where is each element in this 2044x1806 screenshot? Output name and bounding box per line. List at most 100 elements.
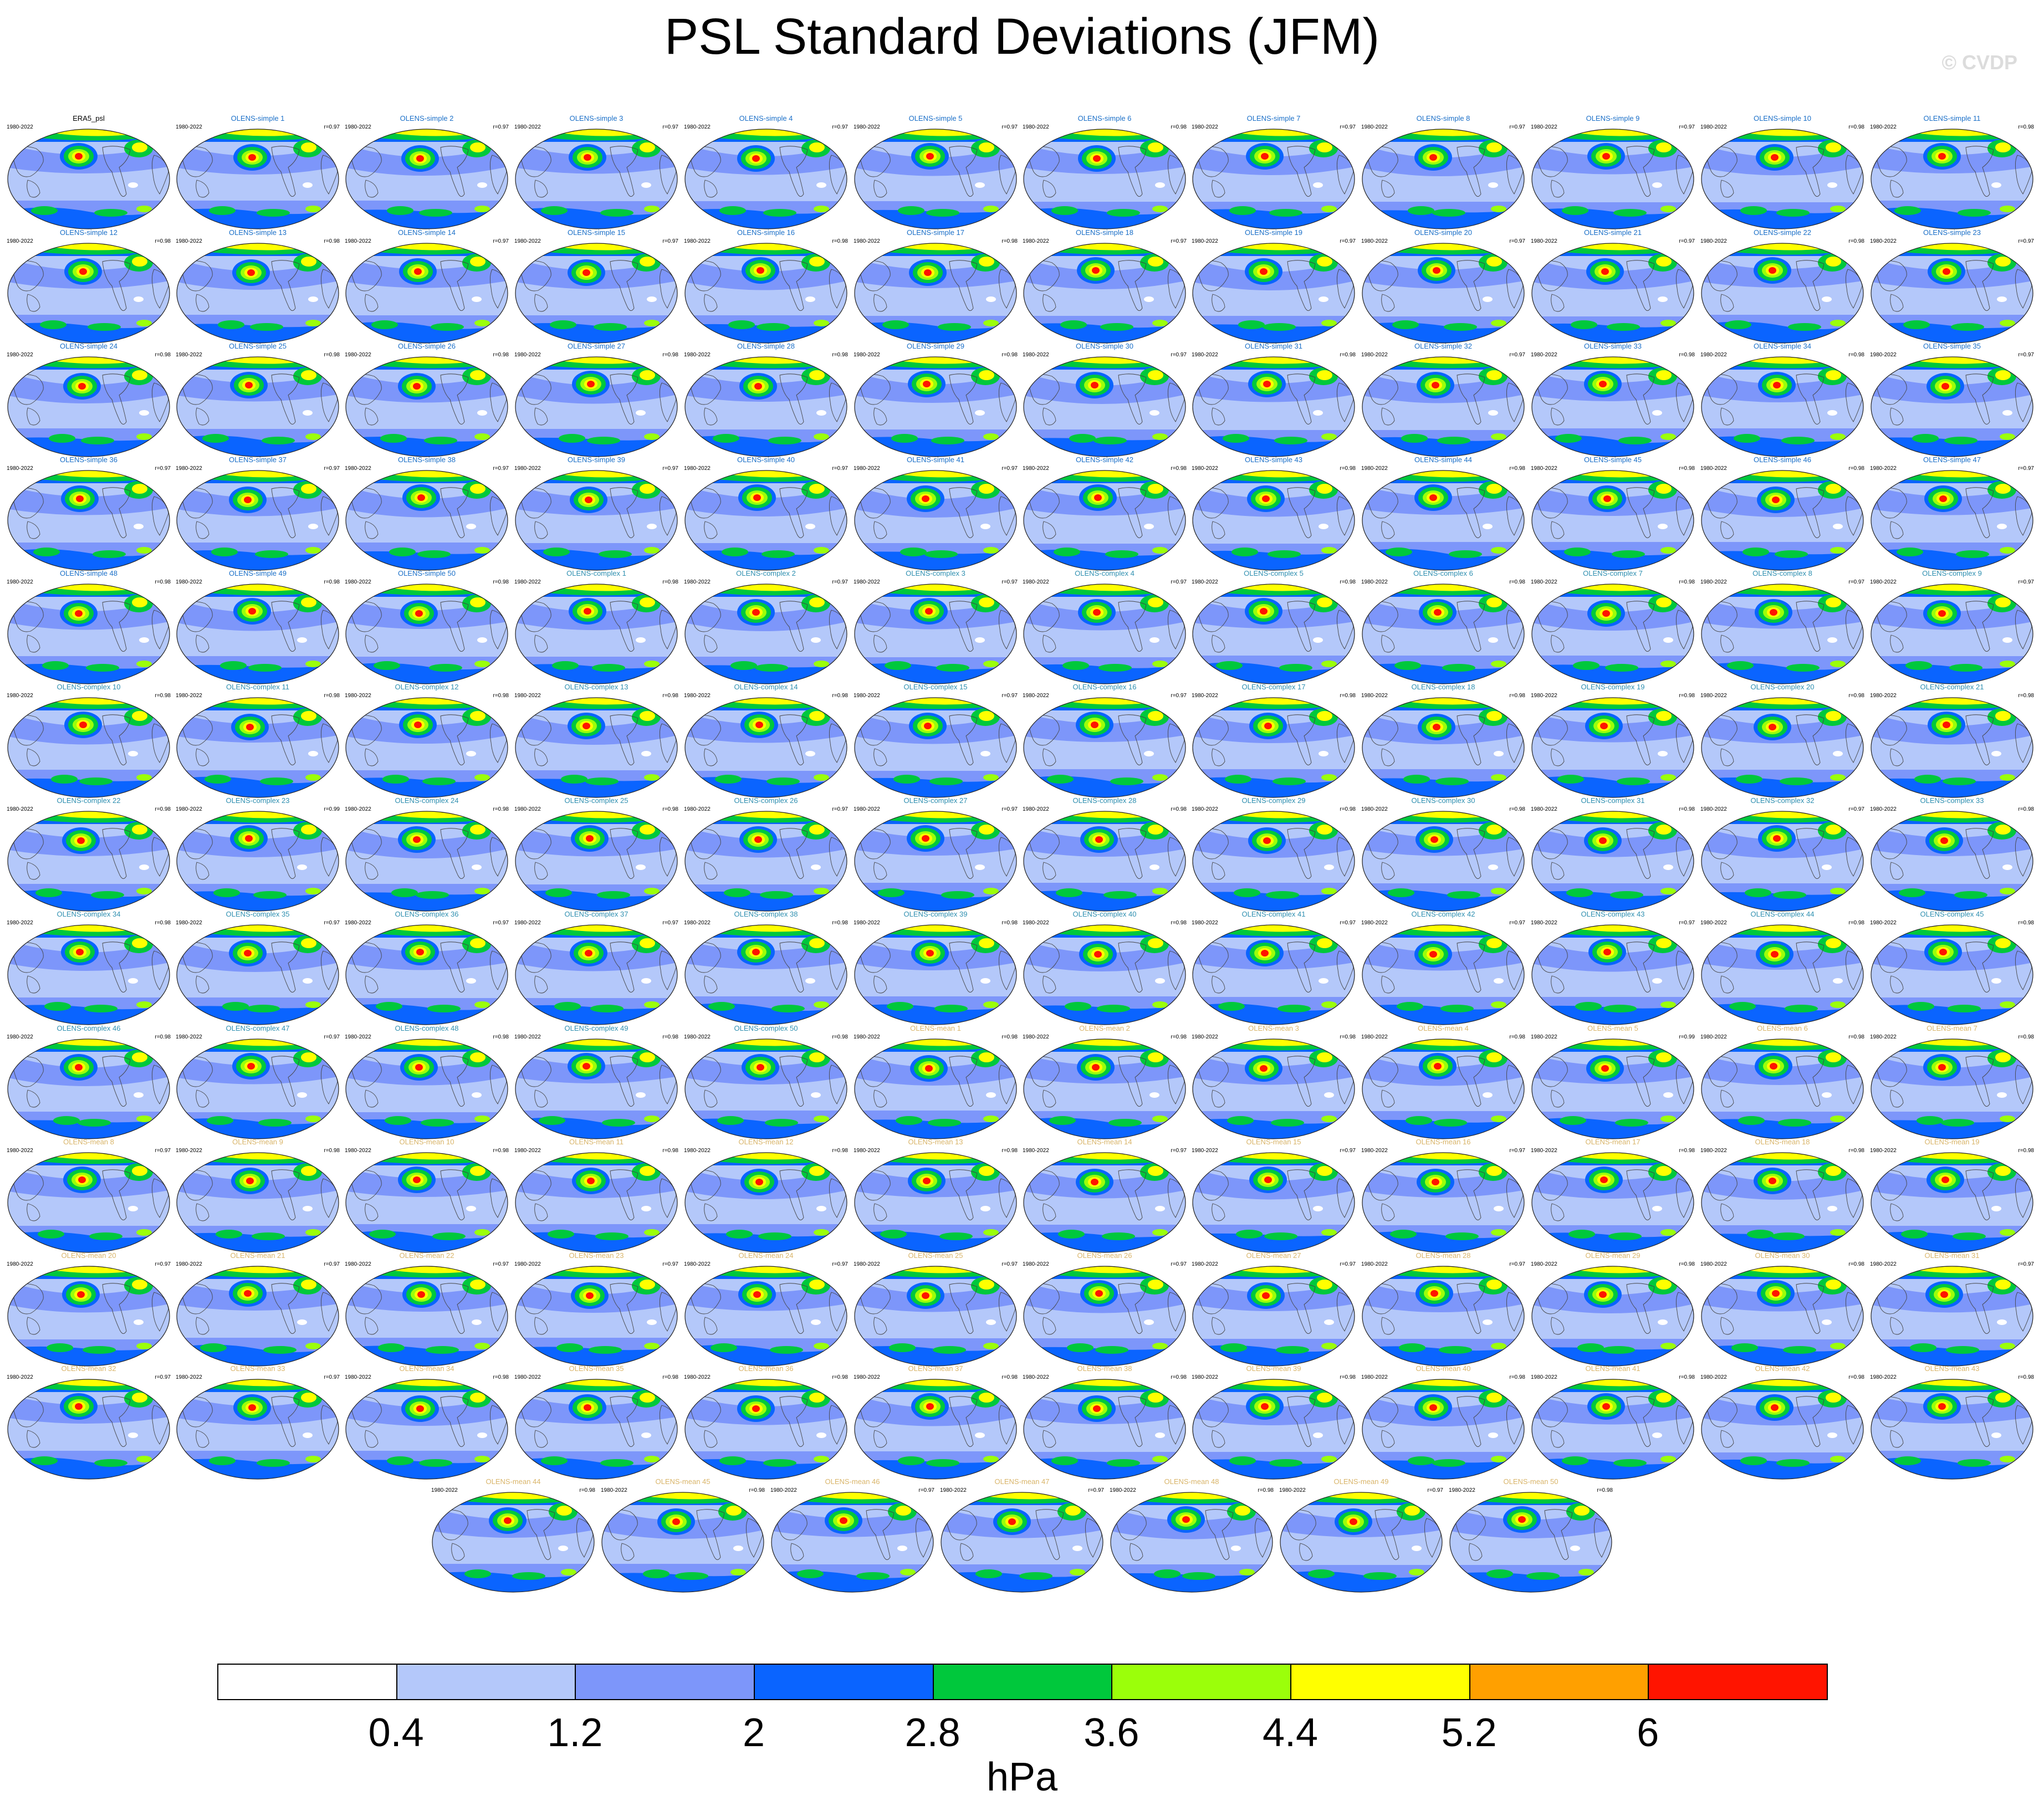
map-contour-plot [684,356,847,457]
panel-correlation: r=0.97 [493,238,509,244]
map-so-patch [713,434,739,443]
panel-correlation: r=0.98 [1848,124,1864,130]
map-npac-core [1770,609,1777,616]
panel-correlation: r=0.98 [1171,1034,1187,1040]
map-border [515,697,678,798]
map-so-patch [763,209,796,217]
panel-years: 1980-2022 [684,124,711,130]
map-arctic-red [1480,584,1521,590]
panel-correlation: r=0.98 [662,1148,678,1154]
panel-years: 1980-2022 [7,579,33,585]
map-panel: OLENS-simple 27 1980-2022 r=0.98 [513,342,679,458]
map-arctic-red [816,584,844,590]
map-arctic-red [1991,584,2030,590]
map-natl-core [1656,597,1672,607]
map-npac-core [245,382,253,388]
map-so-patch [1613,209,1647,217]
map-npac-core [1434,1063,1442,1070]
map-arctic-red [1478,243,1521,249]
panel-title: OLENS-simple 31 [1244,342,1303,350]
map-border [1023,584,1186,684]
map-coastline-americas [440,374,469,424]
map-arctic-red [1654,1153,1690,1158]
map-border [1531,470,1694,571]
map-so-patch [728,320,755,329]
map-so-patch [213,888,240,897]
map-so-patch [814,774,829,781]
map-natl-core [1148,938,1163,948]
panel-years: 1980-2022 [1870,465,1897,472]
map-so-patch [305,547,321,554]
map-contour-plot [1701,470,1864,571]
map-coastline-australia [1551,862,1565,880]
map-contour-plot [1192,811,1355,912]
map-so-patch [1278,1005,1311,1012]
panel-title: OLENS-mean 7 [1927,1024,1977,1032]
map-contour-plot [515,1038,678,1139]
map-natl-core [1826,1052,1841,1062]
panel-years: 1980-2022 [1023,1148,1049,1154]
map-coastline-australia [1043,1430,1056,1448]
map-arctic-red [457,243,504,249]
map-npac-core [586,1292,594,1299]
map-coastline-americas [1626,942,1655,992]
map-border [684,1379,847,1480]
map-low-patch [816,182,826,188]
map-coastline-americas [610,1056,638,1107]
panel-correlation: r=0.98 [579,1487,595,1493]
map-so-patch [1953,1232,1986,1240]
panel-title: OLENS-mean 44 [486,1477,541,1486]
map-coastline-asia [350,942,382,973]
map-panel: OLENS-mean 32 1980-2022 r=0.97 [6,1364,172,1481]
map-so-patch [856,1572,890,1580]
panel-years: 1980-2022 [854,920,880,926]
map-panel: OLENS-simple 49 1980-2022 r=0.98 [175,569,341,685]
map-panel: OLENS-complex 11 1980-2022 r=0.98 [175,683,341,799]
map-low-patch [1313,182,1323,188]
panel-years: 1980-2022 [1870,806,1897,812]
map-coastline-americas [949,601,978,652]
map-arctic-red [977,357,1013,362]
map-coastline-americas [1965,374,1994,424]
map-natl-core [979,1166,994,1176]
map-npac-core [1601,1065,1609,1072]
map-arctic-red [1484,1266,1521,1272]
map-panel: OLENS-simple 15 1980-2022 r=0.97 [513,228,679,345]
map-npac-core [922,835,929,842]
panel-years: 1980-2022 [1870,1034,1897,1040]
map-npac-core [1938,610,1946,617]
map-coastline-americas [1035,1509,1064,1560]
map-low-patch [816,1432,826,1438]
map-natl-core [1148,1393,1163,1403]
map-so-patch [1773,891,1806,899]
map-so-patch [814,433,829,440]
panel-correlation: r=0.98 [1001,1148,1018,1154]
map-coastline-australia [1720,294,1734,312]
panel-correlation: r=0.97 [1679,124,1695,130]
map-natl-core [979,257,994,267]
map-panel: OLENS-simple 29 1980-2022 r=0.98 [852,342,1019,458]
map-arctic-red [2000,698,2030,703]
map-coastline-americas [1287,828,1316,879]
map-border [1362,584,1525,684]
map-npac-core [416,1405,424,1412]
map-coastline-americas [1796,146,1825,197]
panel-title: OLENS-complex 24 [395,796,459,805]
map-so-patch [1432,1459,1465,1467]
panel-title: OLENS-complex 10 [57,683,121,691]
panel-correlation: r=0.97 [324,465,340,472]
panel-title: OLENS-mean 41 [1585,1364,1641,1373]
map-so-patch [1602,1346,1635,1354]
map-panel: OLENS-complex 10 1980-2022 r=0.98 [6,683,172,799]
panel-correlation: r=0.98 [662,693,678,699]
map-npac-core [584,608,591,615]
map-coastline-australia [534,1317,548,1335]
map-so-patch [644,1229,660,1236]
panel-correlation: r=0.98 [1848,1374,1864,1380]
panel-years: 1980-2022 [7,693,33,699]
map-panel: OLENS-simple 24 1980-2022 r=0.98 [6,342,172,458]
map-so-patch [1575,1002,1602,1011]
map-border [1362,1152,1525,1253]
map-panel: OLENS-mean 35 1980-2022 r=0.98 [513,1364,679,1481]
panel-title: OLENS-mean 33 [230,1364,285,1373]
